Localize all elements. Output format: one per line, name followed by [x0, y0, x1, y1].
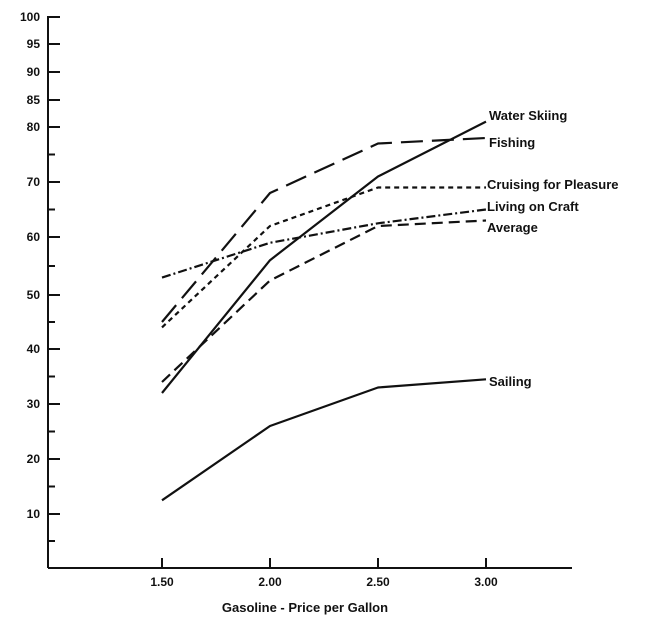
y-tick-label: 80: [27, 120, 41, 134]
y-tick-label: 30: [27, 397, 41, 411]
x-tick-label: 3.00: [474, 575, 498, 589]
y-axis-ticks: 10 20 30 40 50 60 70 80 85 90 95 100: [20, 10, 60, 542]
series-label: Sailing: [489, 374, 532, 389]
y-tick-label: 40: [27, 342, 41, 356]
series-label: Average: [487, 220, 538, 235]
y-tick-label: 95: [27, 37, 41, 51]
series-line-fishing: [161, 136, 487, 323]
axes: [47, 16, 572, 569]
y-tick-label: 90: [27, 65, 41, 79]
series-label: Cruising for Pleasure: [487, 177, 618, 192]
y-tick-label: 20: [27, 452, 41, 466]
y-tick-label: 60: [27, 230, 41, 244]
x-axis-title: Gasoline - Price per Gallon: [222, 600, 388, 615]
series-line-average: [161, 219, 487, 383]
series-line-water-skiing: [161, 120, 487, 394]
series-label: Fishing: [489, 135, 535, 150]
x-tick-label: 2.50: [366, 575, 390, 589]
series-line-sailing: [161, 378, 487, 502]
series-lines: [161, 120, 487, 502]
series-labels: Water Skiing Fishing Cruising for Pleasure…: [487, 108, 618, 389]
y-tick-label: 85: [27, 93, 41, 107]
x-tick-label: 2.00: [258, 575, 282, 589]
y-tick-label: 100: [20, 10, 40, 24]
series-label: Living on Craft: [487, 199, 579, 214]
x-axis-ticks: 1.50 2.00 2.50 3.00: [150, 558, 498, 589]
series-line-cruising-for-pleasure: [161, 186, 486, 329]
series-line-living-on-craft: [161, 208, 487, 279]
y-tick-label: 50: [27, 288, 41, 302]
y-tick-label: 10: [27, 507, 41, 521]
series-label: Water Skiing: [489, 108, 567, 123]
y-tick-label: 70: [27, 175, 41, 189]
x-tick-label: 1.50: [150, 575, 174, 589]
